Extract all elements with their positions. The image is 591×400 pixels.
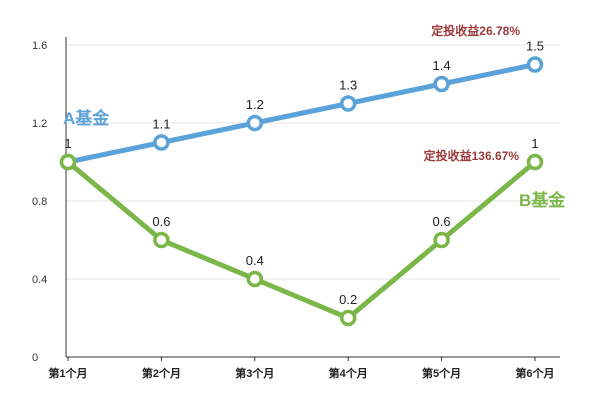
- series-lines: [66, 62, 537, 321]
- data-point: [153, 231, 170, 249]
- data-point: [526, 56, 544, 73]
- series-line-1: [66, 160, 537, 321]
- data-point: [526, 153, 544, 171]
- y-tick-labels: 0 0.4 0.8 1.2 1.6: [32, 40, 47, 364]
- x-tick-label: 第3个月: [235, 366, 274, 380]
- point-labels: 1 1.1 1.2 1.3 1.4 1.5 0.6 0.4 0.2 0.6 1: [64, 39, 544, 308]
- x-tick-label: 第5个月: [422, 366, 461, 380]
- y-tick-label: 1.2: [32, 118, 47, 130]
- data-label: 1: [531, 136, 538, 151]
- data-point: [339, 95, 357, 112]
- data-label: 0.6: [433, 214, 451, 229]
- data-label: 0.6: [152, 214, 170, 229]
- x-tick-label: 第1个月: [48, 366, 87, 380]
- data-point: [153, 134, 170, 151]
- data-point: [246, 270, 264, 288]
- data-label: 1: [64, 136, 71, 151]
- data-point: [433, 231, 450, 249]
- data-point: [246, 114, 264, 132]
- annotation-b-return: 定投收益136.67%: [424, 148, 520, 163]
- series-points: [59, 56, 544, 327]
- x-tick-labels: 第1个月 第2个月 第3个月 第4个月 第5个月 第6个月: [48, 366, 554, 380]
- data-label: 1.2: [246, 97, 264, 112]
- data-label: 1.5: [526, 39, 544, 54]
- data-label: 1.4: [433, 58, 451, 73]
- x-tick-label: 第6个月: [515, 366, 554, 380]
- data-point: [433, 75, 450, 93]
- x-tick-label: 第4个月: [329, 366, 368, 380]
- y-tick-label: 0: [32, 352, 38, 364]
- grid-lines: [66, 44, 560, 280]
- x-tick-label: 第2个月: [142, 366, 181, 380]
- y-tick-label: 0.4: [32, 274, 47, 286]
- data-label: 1.1: [152, 117, 170, 132]
- data-point: [59, 153, 77, 171]
- data-label: 0.2: [339, 292, 357, 307]
- y-tick-label: 0.8: [32, 196, 47, 208]
- axes: [65, 37, 560, 361]
- data-label: 1.3: [339, 78, 357, 93]
- series-label-a: A基金: [63, 108, 110, 128]
- data-point: [339, 309, 357, 327]
- series-label-b: B基金: [519, 190, 566, 210]
- series-line-0: [67, 62, 536, 165]
- y-tick-label: 1.6: [32, 40, 47, 52]
- data-label: 0.4: [246, 253, 264, 268]
- annotation-a-return: 定投收益26.78%: [431, 23, 520, 38]
